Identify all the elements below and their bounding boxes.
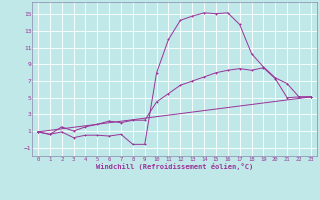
X-axis label: Windchill (Refroidissement éolien,°C): Windchill (Refroidissement éolien,°C) — [96, 163, 253, 170]
